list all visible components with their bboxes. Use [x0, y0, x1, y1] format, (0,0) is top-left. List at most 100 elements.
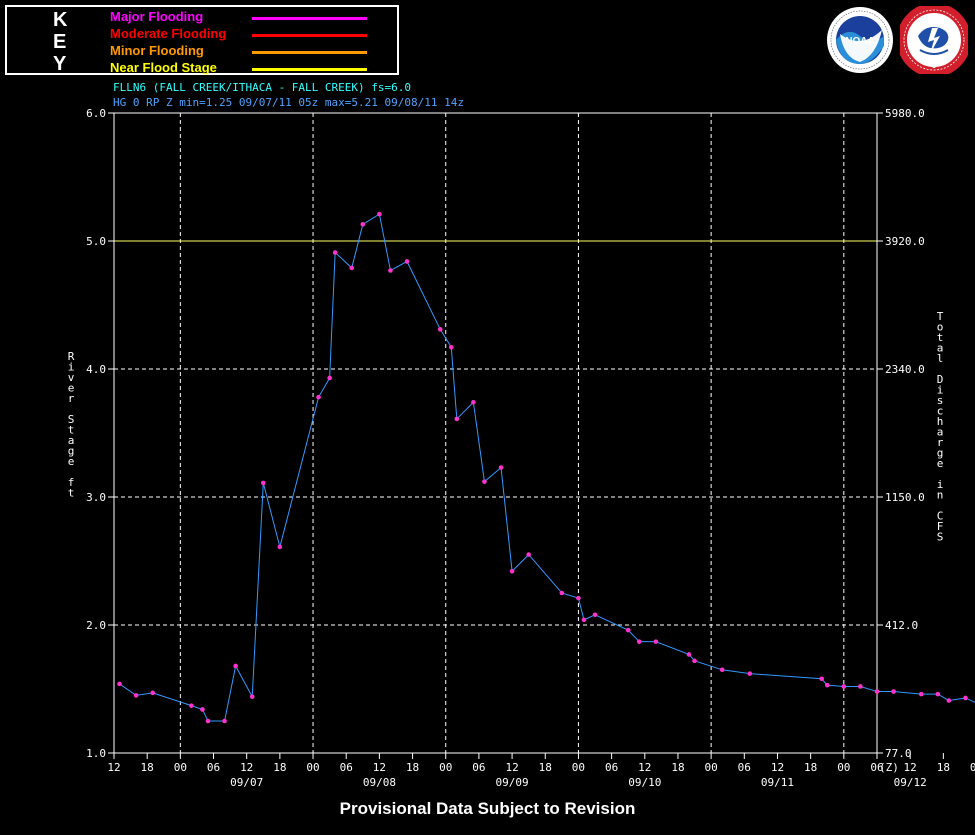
legend-label-moderate: Moderate Flooding	[110, 26, 227, 41]
svg-text:NOAA: NOAA	[845, 36, 874, 47]
x-tick-label: 18	[406, 761, 419, 774]
data-point	[719, 667, 725, 673]
y-tick-label: 1.0	[86, 747, 106, 760]
data-point	[150, 690, 156, 696]
stage-summary: HG 0 RP Z min=1.25 09/07/11 05z max=5.21…	[113, 96, 464, 109]
y-tick-label: 3.0	[86, 491, 106, 504]
x-tick-label: 18	[937, 761, 950, 774]
legend-line-near	[252, 68, 367, 71]
x-date-label: 09/12	[894, 776, 927, 789]
x-tick-label: 12	[505, 761, 518, 774]
y2-tick-label: 1150.0	[885, 491, 925, 504]
data-point	[686, 652, 692, 657]
x-date-label: 09/09	[496, 776, 529, 789]
x-tick-label: 12	[107, 761, 120, 774]
threshold-lines	[114, 112, 877, 242]
x-date-label: 09/10	[628, 776, 661, 789]
data-point	[935, 691, 941, 697]
x-tick-label: 06	[870, 761, 883, 774]
data-point	[117, 681, 122, 687]
key-letter-e: E	[53, 31, 67, 53]
x-tick-label: 00	[306, 761, 319, 774]
data-point	[377, 211, 382, 217]
legend-label-major: Major Flooding	[110, 9, 204, 24]
data-point	[946, 698, 952, 703]
x-tick-label: 00	[705, 761, 718, 774]
data-point	[260, 480, 266, 486]
data-point	[133, 693, 139, 698]
chart-grid	[114, 113, 877, 753]
x-tick-label: 12	[904, 761, 917, 774]
x-tick-label: 06	[738, 761, 751, 774]
x-tick-label: 06	[605, 761, 618, 774]
legend-key: K E Y Major Flooding Moderate Flooding M…	[5, 5, 399, 75]
y-axis-right: 77.0 412.0 1150.0 2340.0 3920.0 5980.0	[877, 107, 925, 760]
station-info: FLLN6 (FALL CREEK/ITHACA - FALL CREEK) f…	[113, 81, 412, 94]
x-tick-label: 18	[273, 761, 286, 774]
y-tick-label: 6.0	[86, 107, 106, 120]
data-point	[437, 327, 443, 332]
x-timezone-label: (Z)	[879, 761, 899, 774]
footer-note: Provisional Data Subject to Revision	[339, 799, 636, 818]
data-point	[824, 682, 830, 688]
y-tick-label: 5.0	[86, 235, 106, 248]
data-point	[498, 465, 504, 470]
data-point	[625, 627, 631, 633]
x-tick-label: 00	[970, 761, 975, 774]
data-point	[332, 250, 338, 255]
data-point	[200, 707, 205, 712]
data-point	[576, 595, 581, 601]
noaa-logo: NOAA	[827, 7, 893, 73]
x-tick-label: 06	[207, 761, 220, 774]
data-point	[636, 639, 642, 644]
x-tick-label: 18	[141, 761, 154, 774]
data-point	[404, 259, 410, 264]
data-point	[526, 552, 531, 557]
data-point	[581, 617, 587, 623]
nws-logo	[900, 6, 968, 74]
series-stage	[117, 211, 975, 724]
data-point	[692, 658, 697, 664]
data-point	[277, 544, 283, 550]
data-point	[471, 399, 476, 405]
x-tick-label: 00	[439, 761, 452, 774]
x-tick-label: 18	[671, 761, 684, 774]
data-point	[963, 695, 968, 701]
data-point	[222, 718, 227, 724]
legend-label-minor: Minor Flooding	[110, 43, 204, 58]
data-point	[189, 703, 194, 708]
x-tick-label: 12	[240, 761, 253, 774]
data-point	[360, 222, 366, 227]
x-tick-label: 18	[804, 761, 817, 774]
x-tick-label: 00	[837, 761, 850, 774]
data-point	[482, 479, 487, 484]
data-point	[592, 612, 598, 618]
x-tick-label: 06	[472, 761, 485, 774]
plot-frame	[113, 112, 878, 754]
data-point	[559, 590, 565, 596]
data-point	[388, 268, 393, 273]
data-point	[653, 639, 659, 644]
x-tick-label: 12	[373, 761, 386, 774]
data-point	[819, 676, 825, 682]
y2-tick-label: 77.0	[885, 747, 912, 760]
x-tick-label: 18	[539, 761, 552, 774]
data-point	[509, 568, 515, 574]
data-point	[316, 394, 321, 400]
legend-label-near: Near Flood Stage	[110, 60, 217, 75]
x-tick-label: 12	[638, 761, 651, 774]
legend-line-moderate	[252, 34, 367, 37]
x-date-label: 09/08	[363, 776, 396, 789]
x-tick-label: 00	[572, 761, 585, 774]
data-point	[874, 689, 880, 694]
data-point	[349, 265, 355, 271]
data-point	[918, 691, 924, 697]
x-tick-label: 06	[340, 761, 353, 774]
data-point	[841, 684, 847, 689]
legend-line-minor	[252, 51, 367, 54]
legend-line-major	[252, 17, 367, 20]
key-letter-k: K	[53, 9, 68, 31]
